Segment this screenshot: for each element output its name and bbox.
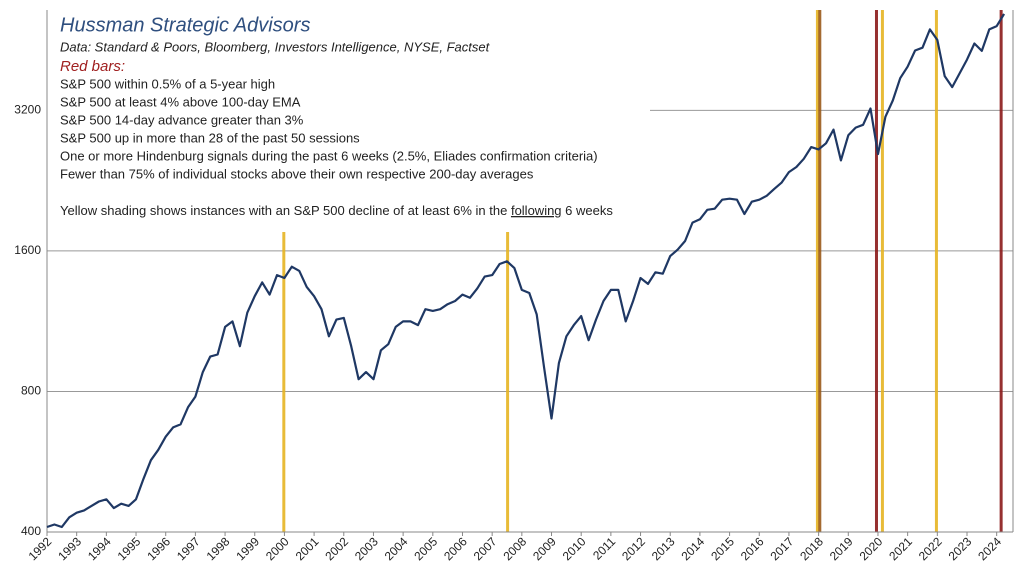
criterion: S&P 500 within 0.5% of a 5-year high [60, 76, 275, 91]
x-tick-label: 1998 [204, 534, 233, 563]
signal-bar [874, 10, 878, 532]
criterion: S&P 500 at least 4% above 100-day EMA [60, 94, 301, 109]
x-tick-label: 2015 [708, 534, 737, 563]
x-tick-label: 2003 [352, 534, 381, 563]
x-tick-label: 2020 [857, 534, 886, 563]
x-tick-label: 2000 [263, 534, 292, 563]
y-tick-label: 1600 [14, 243, 41, 257]
signal-bar [934, 10, 938, 532]
x-tick-label: 1994 [85, 534, 114, 563]
note-underlined: following [511, 203, 562, 218]
x-tick-label: 2023 [946, 534, 975, 563]
x-tick-label: 2019 [827, 534, 856, 563]
x-tick-label: 2013 [649, 534, 678, 563]
x-tick-label: 2005 [411, 534, 440, 563]
signal-bar [815, 10, 819, 532]
criterion: S&P 500 up in more than 28 of the past 5… [60, 130, 360, 145]
x-tick-label: 2011 [590, 534, 618, 562]
x-tick-label: 2006 [441, 534, 470, 563]
x-tick-label: 2001 [293, 534, 322, 563]
x-tick-label: 1992 [26, 534, 55, 563]
x-tick-label: 2002 [322, 534, 351, 563]
subtitle: Data: Standard & Poors, Bloomberg, Inves… [60, 39, 491, 54]
x-tick-label: 2016 [738, 534, 767, 563]
x-tick-label: 2014 [678, 534, 707, 563]
signal-bar [506, 10, 510, 532]
signal-bar [880, 10, 884, 532]
x-tick-label: 2022 [916, 534, 945, 563]
signal-bar [818, 10, 822, 532]
x-tick-label: 1993 [55, 534, 84, 563]
x-tick-label: 2012 [619, 534, 648, 563]
criterion: Fewer than 75% of individual stocks abov… [60, 166, 534, 181]
x-tick-label: 1997 [174, 534, 203, 563]
x-tick-label: 2004 [382, 534, 411, 563]
x-tick-label: 2010 [560, 534, 589, 563]
x-tick-label: 1996 [144, 534, 173, 563]
x-tick-label: 2009 [530, 534, 559, 563]
x-tick-label: 2007 [471, 534, 500, 563]
x-tick-label: 1995 [115, 534, 144, 563]
y-tick-label: 3200 [14, 103, 41, 117]
x-tick-label: 2017 [768, 534, 797, 563]
y-tick-label: 800 [21, 384, 41, 398]
x-tick-label: 2021 [886, 534, 915, 563]
x-tick-label: 1999 [233, 534, 262, 563]
y-tick-label: 400 [21, 524, 41, 538]
chart-title: Hussman Strategic Advisors [60, 14, 310, 36]
note-text: 6 weeks [562, 203, 614, 218]
x-tick-label: 2018 [797, 534, 826, 563]
note-text: Yellow shading shows instances with an S… [60, 203, 511, 218]
signal-bar [282, 10, 286, 532]
x-tick-label: 2008 [500, 534, 529, 563]
signal-bar [999, 10, 1003, 532]
legend-box [47, 10, 650, 232]
note: Yellow shading shows instances with an S… [60, 203, 613, 218]
price-line [46, 13, 1006, 529]
criterion: One or more Hindenburg signals during th… [60, 148, 598, 163]
x-tick-label: 2024 [975, 534, 1004, 563]
legend-heading: Red bars: [60, 58, 125, 75]
criterion: S&P 500 14-day advance greater than 3% [60, 112, 304, 127]
